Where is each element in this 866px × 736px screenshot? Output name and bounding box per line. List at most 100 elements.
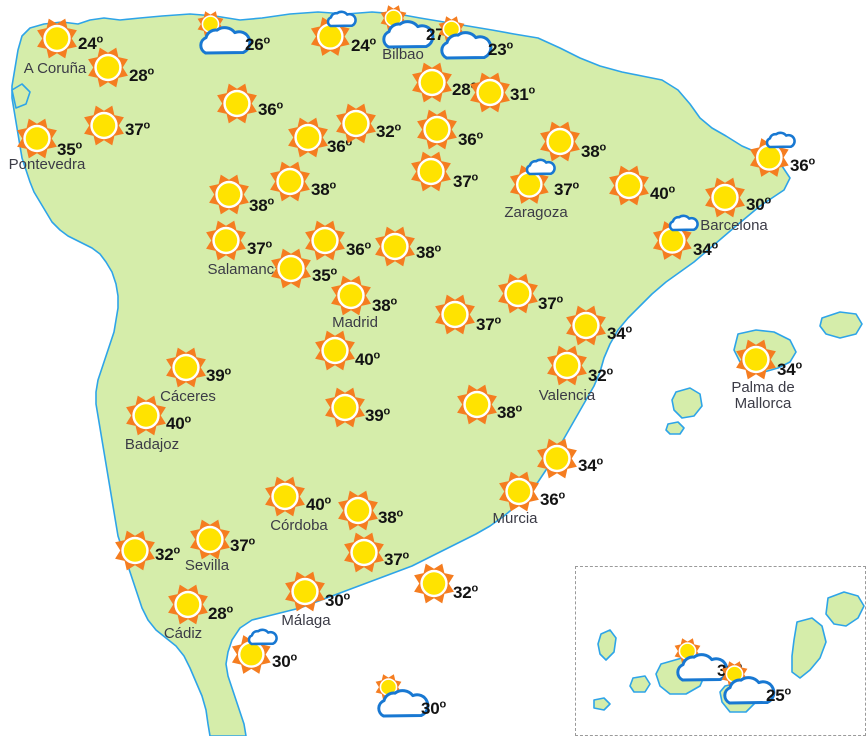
temperature-label: 36o: [346, 240, 371, 260]
temperature-label: 37o: [476, 315, 501, 335]
sun-icon[interactable]: [124, 394, 168, 443]
sun-icon[interactable]: [409, 150, 453, 199]
degree-symbol: o: [434, 242, 442, 255]
sun-icon[interactable]: [263, 475, 307, 524]
degree-symbol: o: [330, 265, 338, 278]
city-label-murcia: Murcia: [492, 510, 538, 527]
temperature-label: 37o: [453, 172, 478, 192]
sun-behind-cloud-icon[interactable]: [674, 638, 729, 693]
sun-behind-cloud-icon[interactable]: [438, 16, 493, 71]
sun-icon[interactable]: [286, 116, 330, 165]
sun-behind-small-cloud-icon[interactable]: [747, 131, 796, 183]
city-label-line: Salamanca: [207, 261, 283, 278]
temperature-label: 30o: [325, 591, 350, 611]
sun-behind-cloud-icon[interactable]: [375, 674, 430, 729]
sun-icon[interactable]: [215, 82, 259, 131]
sun-icon[interactable]: [336, 489, 380, 538]
temperature-label: 30o: [272, 652, 297, 672]
sun-icon[interactable]: [329, 274, 373, 323]
temperature-label: 36o: [258, 100, 283, 120]
sun-icon[interactable]: [564, 304, 608, 353]
sun-icon[interactable]: [303, 219, 347, 268]
temperature-label: 34o: [578, 456, 603, 476]
sun-behind-small-cloud-icon[interactable]: [650, 214, 699, 266]
degree-symbol: o: [528, 84, 536, 97]
sun-icon[interactable]: [35, 17, 79, 66]
temperature-value: 32: [155, 545, 174, 564]
city-label-madrid: Madrid: [332, 315, 378, 331]
degree-symbol: o: [795, 359, 803, 372]
sun-icon[interactable]: [607, 164, 651, 213]
city-label-line: Córdoba: [270, 517, 328, 534]
sun-icon[interactable]: [342, 531, 386, 580]
city-label-line: Valencia: [538, 387, 596, 404]
sun-icon[interactable]: [535, 437, 579, 486]
sun-icon[interactable]: [166, 583, 210, 632]
city-label-line: Sevilla: [184, 557, 230, 574]
temperature-value: 40: [306, 495, 325, 514]
temperature-value: 40: [355, 350, 374, 369]
city-label-sevilla: Sevilla: [184, 557, 230, 574]
sun-icon[interactable]: [468, 71, 512, 120]
sun-icon[interactable]: [538, 120, 582, 169]
temperature-label: 37o: [247, 239, 272, 259]
sun-icon[interactable]: [496, 272, 540, 321]
sun-icon[interactable]: [164, 346, 208, 395]
temperature-value: 32: [588, 366, 607, 385]
sun-icon[interactable]: [268, 160, 312, 209]
sun-icon[interactable]: [545, 344, 589, 393]
sun-behind-small-cloud-icon[interactable]: [507, 158, 556, 210]
temperature-value: 34: [578, 456, 597, 475]
sun-icon[interactable]: [455, 383, 499, 432]
degree-symbol: o: [324, 494, 332, 507]
degree-symbol: o: [808, 155, 816, 168]
sun-behind-small-cloud-icon[interactable]: [229, 628, 278, 680]
sun-icon[interactable]: [703, 176, 747, 225]
temperature-value: 38: [416, 243, 435, 262]
sun-behind-cloud-icon[interactable]: [721, 661, 776, 716]
sun-icon[interactable]: [323, 386, 367, 435]
sun-icon[interactable]: [15, 117, 59, 166]
sun-icon[interactable]: [269, 247, 313, 296]
temperature-value: 35: [57, 140, 76, 159]
sun-icon[interactable]: [283, 570, 327, 619]
sun-icon[interactable]: [82, 104, 126, 153]
sun-behind-small-cloud-icon[interactable]: [308, 10, 357, 62]
temperature-value: 37: [384, 550, 403, 569]
sun-icon[interactable]: [313, 329, 357, 378]
sun-icon[interactable]: [188, 518, 232, 567]
sun-icon[interactable]: [207, 173, 251, 222]
degree-symbol: o: [471, 582, 479, 595]
degree-symbol: o: [390, 295, 398, 308]
sun-icon[interactable]: [497, 470, 541, 519]
sun-behind-cloud-icon[interactable]: [197, 11, 252, 66]
temperature-label: 24o: [78, 34, 103, 54]
degree-symbol: o: [784, 685, 792, 698]
degree-symbol: o: [668, 183, 676, 196]
sun-icon[interactable]: [113, 529, 157, 578]
sun-icon[interactable]: [334, 102, 378, 151]
city-label-line: Badajoz: [124, 436, 180, 453]
sun-icon[interactable]: [412, 562, 456, 611]
temperature-label: 28o: [129, 66, 154, 86]
sun-icon[interactable]: [415, 108, 459, 157]
temperature-value: 38: [249, 196, 268, 215]
sun-icon[interactable]: [734, 338, 778, 387]
temperature-value: 31: [510, 85, 529, 104]
sun-icon[interactable]: [204, 219, 248, 268]
temperature-label: 34o: [607, 324, 632, 344]
degree-symbol: o: [394, 121, 402, 134]
city-label-line: Cádiz: [163, 625, 203, 642]
sun-behind-cloud-icon[interactable]: [380, 5, 435, 60]
sun-icon[interactable]: [433, 293, 477, 342]
temperature-label: 39o: [206, 366, 231, 386]
sun-icon[interactable]: [410, 61, 454, 110]
city-label-line: Bilbao: [382, 46, 424, 63]
city-label-line: Murcia: [492, 510, 538, 527]
temperature-value: 36: [790, 156, 809, 175]
degree-symbol: o: [373, 349, 381, 362]
temperature-label: 28o: [208, 604, 233, 624]
sun-icon[interactable]: [86, 46, 130, 95]
sun-icon[interactable]: [373, 225, 417, 274]
